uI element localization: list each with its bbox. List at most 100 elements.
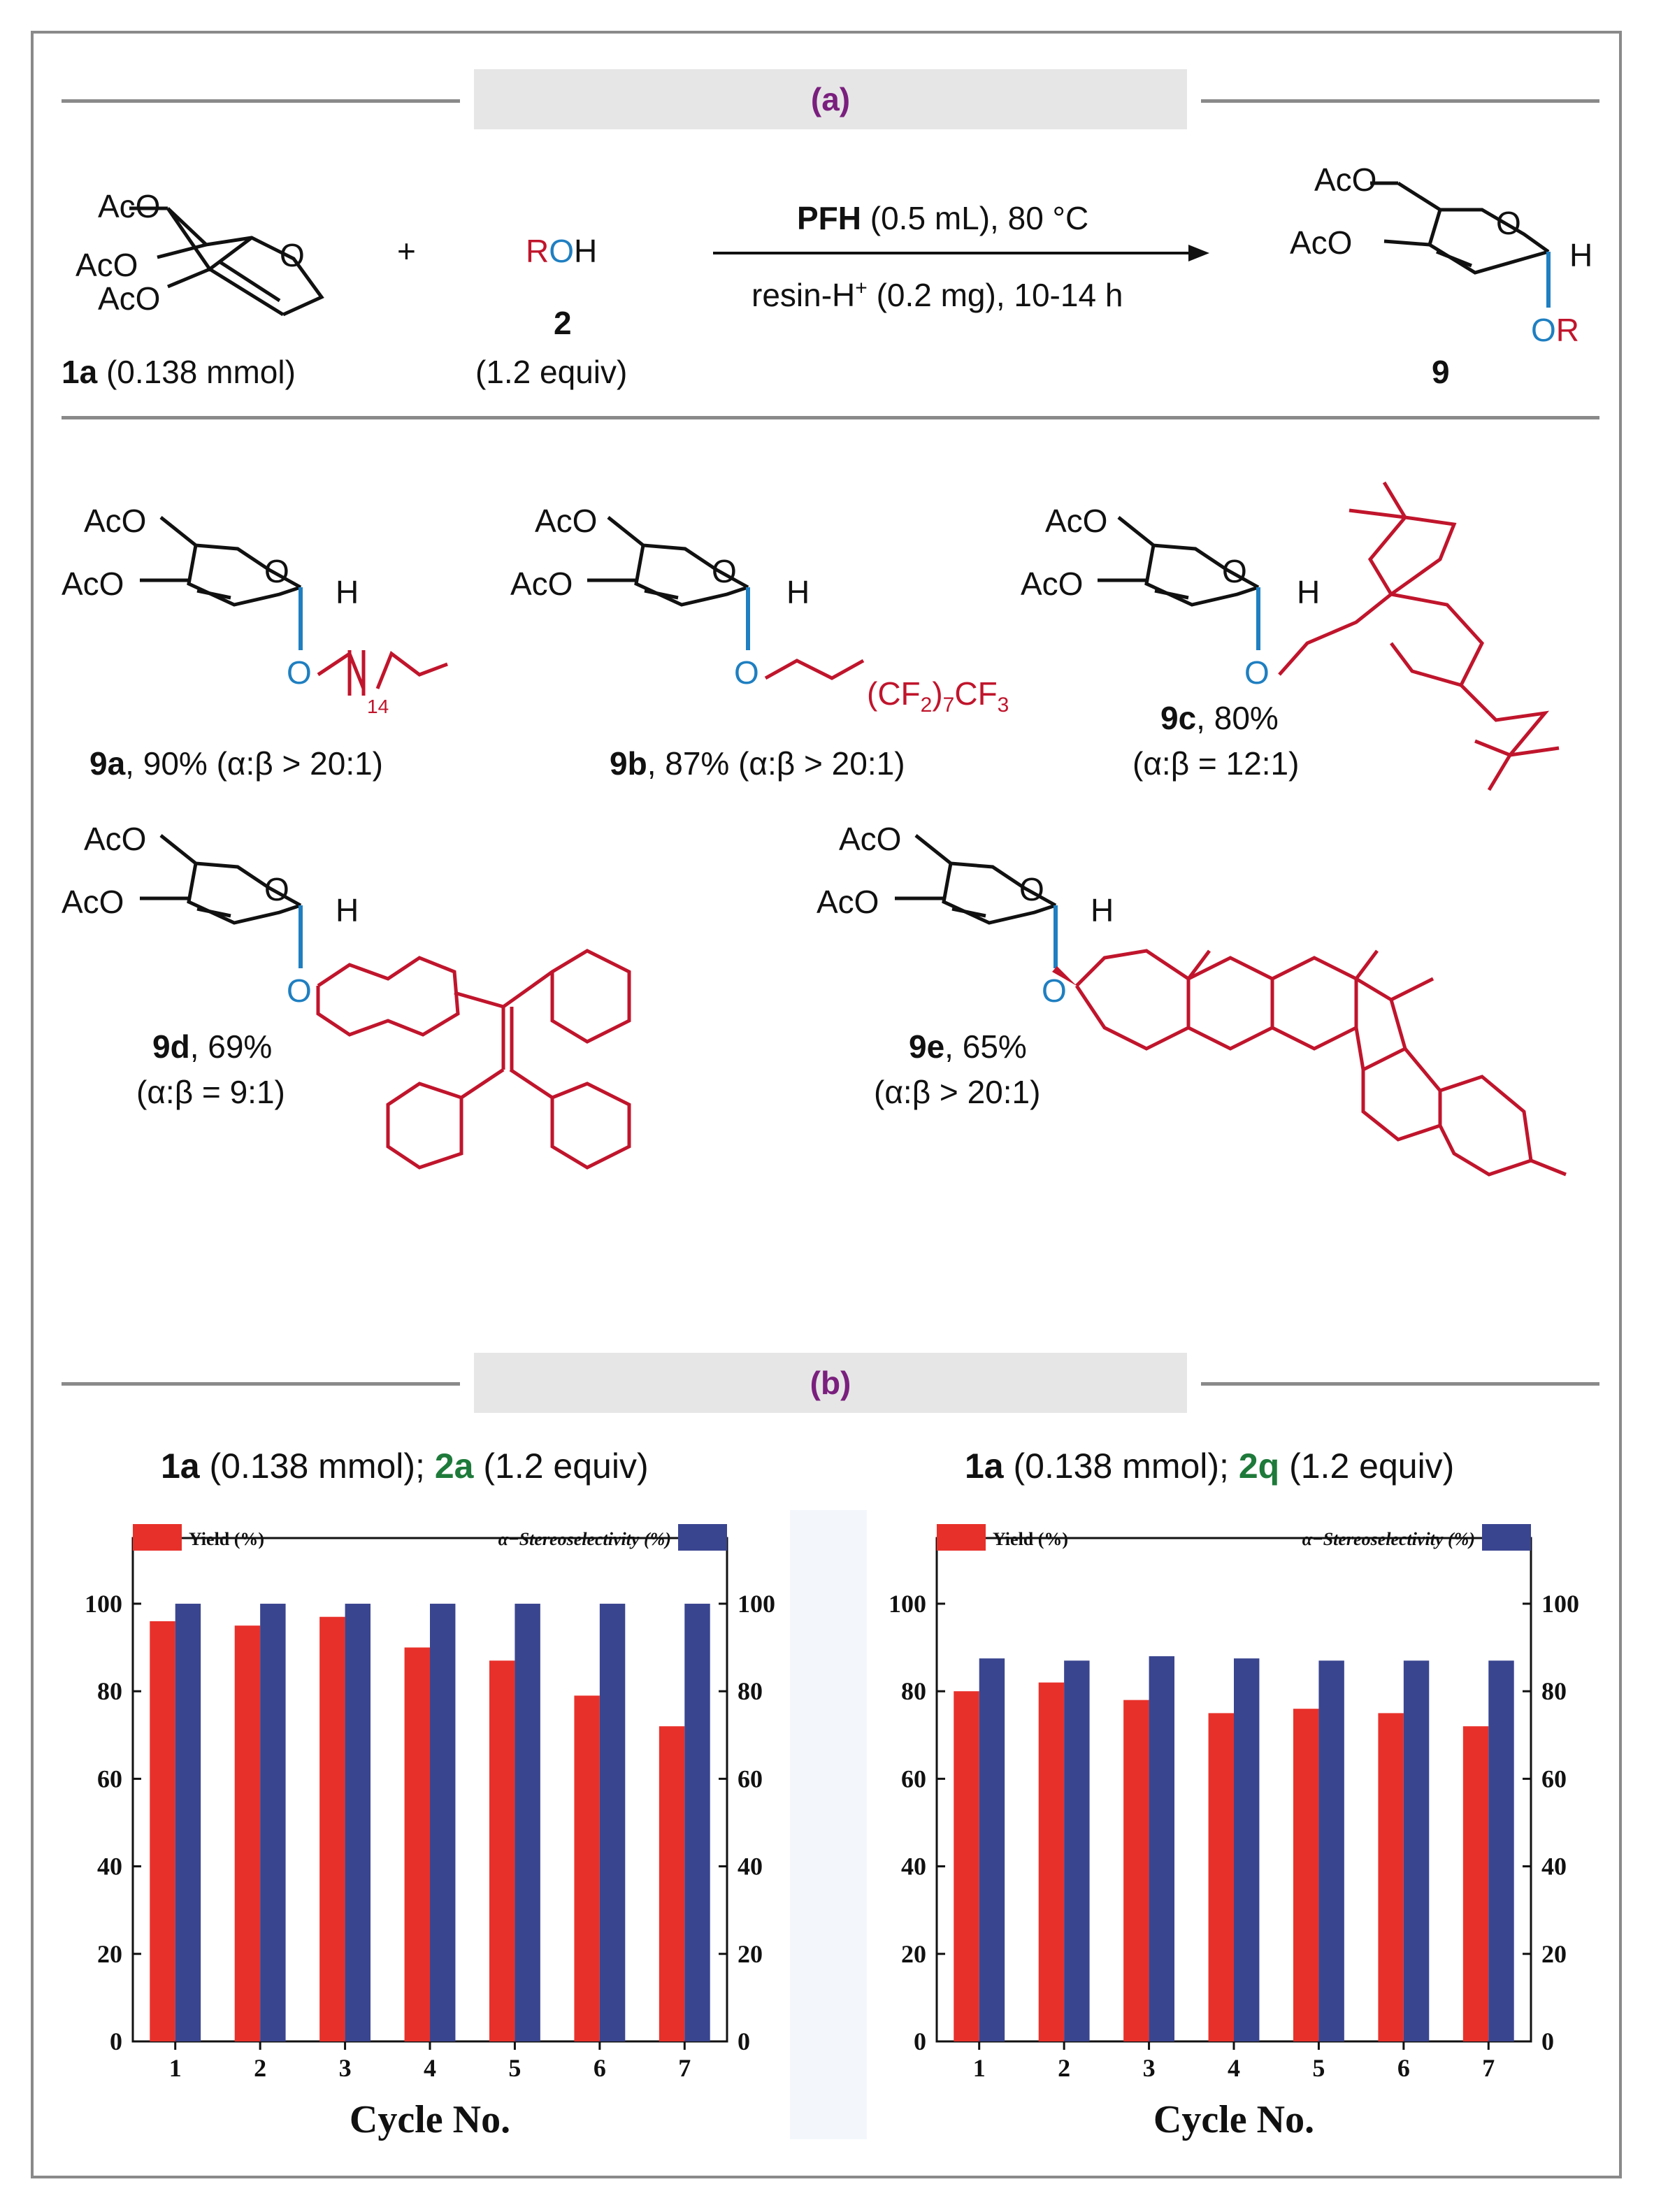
divider-right-b [1201,1382,1599,1386]
9b-sub2: 7 [942,694,955,717]
x-tick-label: 5 [1312,2054,1325,2082]
chart-2-title-end: (1.2 equiv) [1279,1446,1455,1486]
bar-selectivity [175,1603,201,2041]
prod-r: R [1555,312,1580,348]
9c-ratio: (α:β = 12:1) [1132,745,1300,782]
bar-yield [150,1621,175,2041]
divider-left-a [62,99,460,103]
y-tick-label-right: 20 [738,1940,763,1968]
y-tick-label-right: 20 [1541,1940,1567,1968]
y-tick-label-left: 60 [97,1765,122,1793]
chart-1-svg: Yield (%) α−Stereoselectivity (%) 0 0 20 20 40… [85,1524,775,2141]
9e-yield: , 65% [944,1028,1027,1065]
bar-selectivity [1318,1660,1344,2041]
9e-id: 9e [909,1028,945,1065]
9a-chain-sub: 14 [367,696,389,717]
bar-selectivity [1403,1660,1430,2041]
bar-selectivity [684,1603,710,2041]
legend-swatch-yield [937,1524,986,1551]
y-tick-label-left: 0 [914,2027,926,2055]
legend-swatch-selectivity [1482,1524,1531,1551]
9e-o: O [1042,972,1067,1009]
x-tick-label: 2 [254,2054,266,2082]
x-tick-label: 1 [169,2054,182,2082]
9c-o: O [1244,654,1270,691]
divider-left-b [62,1382,460,1386]
legend-label-yield: Yield (%) [993,1529,1068,1549]
x-tick-label: 7 [678,2054,691,2082]
chart-2-svg: Yield (%) α−Stereoselectivity (%) 0 0 20 20 40… [889,1524,1579,2141]
chart-1-title-mid: (0.138 mmol); [199,1446,435,1486]
9d-yield: , 69% [189,1028,273,1065]
sm-aco-mid: AcO [75,247,138,283]
bar-yield [1293,1709,1319,2041]
catalyst-rest: (0.2 mg), 10-14 h [876,277,1123,313]
9a-aco-mid: AcO [62,566,124,602]
bar-selectivity [1149,1656,1174,2041]
section-a-banner: (a) [474,69,1187,129]
9d-label: 9d, 69% [152,1028,272,1065]
legend-swatch-selectivity [678,1524,727,1551]
scope-structures [140,481,1567,1177]
x-tick-label: 3 [1143,2054,1156,2082]
9b-chain-c: CF [954,675,998,712]
y-tick-label-right: 100 [1541,1590,1579,1618]
legend-label-yield: Yield (%) [189,1529,264,1549]
y-tick-label-left: 0 [110,2027,122,2055]
9c-ring-o: O [1222,553,1247,589]
chart-separator-panel [790,1510,867,2139]
conditions-bottom: resin-H+ (0.2 mg), 10-14 h [752,276,1123,314]
9e-aco-top: AcO [839,821,902,857]
chart-2-title-a: 1a [965,1446,1004,1486]
catalyst-sup: + [855,276,868,300]
9b-chain-a: (CF [867,675,921,712]
x-tick-label: 5 [508,2054,521,2082]
bar-yield [659,1726,685,2041]
bar-yield [1038,1682,1065,2041]
9d-aco-top: AcO [84,821,147,857]
reagent-o: O [549,233,575,269]
9c-yield: , 80% [1196,700,1279,736]
chart-1-title: 1a (0.138 mmol); 2a (1.2 equiv) [161,1446,649,1486]
chart-1-title-b: 2a [434,1446,474,1486]
chart-2-title-b: 2q [1238,1446,1280,1486]
prod-ring-o: O [1496,205,1521,241]
9a-id: 9a [89,745,126,782]
9b-ring-o: O [712,553,737,589]
compound-id-1a: 1a [62,354,98,390]
9a-h: H [336,574,359,610]
sm-aco-top: AcO [98,188,161,224]
reagent-roh: ROH [526,232,597,270]
y-tick-label-right: 60 [1541,1765,1567,1793]
y-tick-label-right: 0 [1541,2027,1554,2055]
plus-sign: + [397,233,416,269]
9c-aco-mid: AcO [1021,566,1084,602]
bar-selectivity [430,1603,456,2041]
prod-or: OR [1531,311,1579,349]
9e-label: 9e, 65% [909,1028,1027,1065]
y-tick-label-left: 100 [889,1590,926,1618]
9b-sub1: 2 [920,694,933,717]
bar-selectivity [1064,1660,1090,2041]
y-tick-label-right: 0 [738,2027,750,2055]
9c-label: 9c, 80% [1160,699,1279,737]
reagent-amount: (1.2 equiv) [475,354,628,390]
9e-aco-mid: AcO [817,884,879,920]
bar-yield [1462,1726,1489,2041]
9b-label: 9b, 87% (α:β > 20:1) [610,745,905,782]
solvent-pfh: PFH [797,200,861,236]
x-tick-label: 3 [339,2054,352,2082]
y-tick-label-left: 40 [97,1853,122,1881]
bar-yield [489,1660,515,2041]
9c-h: H [1297,574,1321,610]
legend-swatch-yield [133,1524,182,1551]
compound-id-9: 9 [1432,354,1450,390]
y-tick-label-right: 80 [1541,1677,1567,1705]
prod-aco-top: AcO [1314,161,1377,198]
x-axis-label: Cycle No. [1153,2098,1314,2141]
bar-selectivity [1234,1658,1260,2041]
9a-yield: , 90% (α:β > 20:1) [125,745,384,782]
conditions-top: PFH (0.5 mL), 80 °C [797,199,1088,237]
section-a-label: (a) [810,81,851,117]
sm-amount: (0.138 mmol) [106,354,296,390]
